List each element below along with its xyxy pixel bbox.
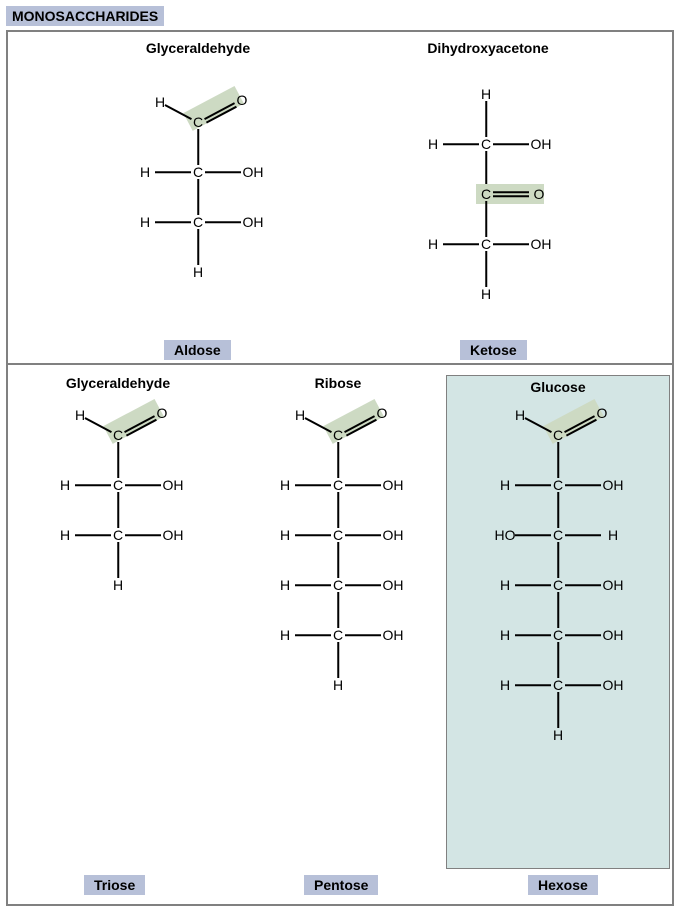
top-panel: GlyceraldehydeAldoseCOHCHOHCHOHHDihydrox…: [6, 30, 674, 364]
atom-h: H: [60, 477, 70, 493]
atom-h: H: [113, 577, 123, 593]
atom-h: H: [481, 86, 491, 102]
atom-c: C: [333, 577, 343, 593]
atom-h: H: [295, 407, 305, 423]
atom-h: H: [280, 477, 290, 493]
bottom-panel: GlyceraldehydeTrioseCOHCHOHCHOHHRibosePe…: [6, 364, 674, 906]
molecule-title-dihydroxyacetone: Dihydroxyacetone: [388, 40, 588, 56]
atom-o: O: [534, 186, 545, 202]
atom-h: H: [155, 94, 165, 110]
atom-h: H: [428, 236, 438, 252]
atom-o: O: [157, 405, 168, 421]
atom-h: H: [515, 407, 525, 423]
atom-c: C: [333, 477, 343, 493]
atom-h: H: [140, 214, 150, 230]
page: MONOSACCHARIDES GlyceraldehydeAldoseCOHC…: [0, 0, 680, 915]
atom-c: C: [481, 186, 491, 202]
atom-oh: OH: [531, 236, 552, 252]
atom-oh: OH: [243, 214, 264, 230]
atom-h: H: [60, 527, 70, 543]
atom-h: H: [553, 727, 563, 743]
atom-c: C: [113, 477, 123, 493]
atom-c: C: [481, 136, 491, 152]
atom-h: H: [75, 407, 85, 423]
atom-c: C: [333, 527, 343, 543]
atom-h: H: [280, 527, 290, 543]
atom-oh: OH: [531, 136, 552, 152]
molecule-title-glyceraldehyde: Glyceraldehyde: [98, 40, 298, 56]
atom-c: C: [113, 427, 123, 443]
molecule-title-glyceraldehyde: Glyceraldehyde: [18, 375, 218, 391]
molecule-tag-ketose: Ketose: [460, 340, 527, 360]
atom-c: C: [333, 627, 343, 643]
atom-c: C: [193, 114, 203, 130]
main-title: MONOSACCHARIDES: [6, 6, 164, 26]
atom-oh: OH: [163, 527, 184, 543]
atom-o: O: [597, 405, 608, 421]
molecule-tag-pentose: Pentose: [304, 875, 378, 895]
atom-c: C: [333, 427, 343, 443]
atom-oh: OH: [383, 477, 404, 493]
atom-ho: HO: [495, 527, 516, 543]
atom-h: H: [608, 527, 618, 543]
atom-oh: OH: [603, 477, 624, 493]
atom-h: H: [280, 577, 290, 593]
atom-oh: OH: [383, 577, 404, 593]
molecule-title-glucose: Glucose: [458, 379, 658, 395]
atom-h: H: [500, 677, 510, 693]
atom-oh: OH: [603, 677, 624, 693]
atom-oh: OH: [243, 164, 264, 180]
atom-oh: OH: [383, 627, 404, 643]
molecule-tag-aldose: Aldose: [164, 340, 231, 360]
atom-h: H: [428, 136, 438, 152]
atom-c: C: [553, 677, 563, 693]
atom-h: H: [500, 477, 510, 493]
atom-h: H: [193, 264, 203, 280]
atom-h: H: [500, 577, 510, 593]
atom-c: C: [193, 214, 203, 230]
atom-oh: OH: [163, 477, 184, 493]
atom-c: C: [553, 577, 563, 593]
molecule-tag-triose: Triose: [84, 875, 145, 895]
atom-c: C: [481, 236, 491, 252]
atom-c: C: [553, 627, 563, 643]
atom-h: H: [140, 164, 150, 180]
atom-c: C: [113, 527, 123, 543]
atom-c: C: [553, 527, 563, 543]
atom-h: H: [481, 286, 491, 302]
atom-o: O: [237, 92, 248, 108]
atom-c: C: [193, 164, 203, 180]
atom-h: H: [500, 627, 510, 643]
atom-h: H: [333, 677, 343, 693]
atom-c: C: [553, 427, 563, 443]
atom-h: H: [280, 627, 290, 643]
molecule-title-ribose: Ribose: [238, 375, 438, 391]
atom-o: O: [377, 405, 388, 421]
atom-oh: OH: [603, 577, 624, 593]
atom-c: C: [553, 477, 563, 493]
molecule-tag-hexose: Hexose: [528, 875, 598, 895]
atom-oh: OH: [383, 527, 404, 543]
atom-oh: OH: [603, 627, 624, 643]
